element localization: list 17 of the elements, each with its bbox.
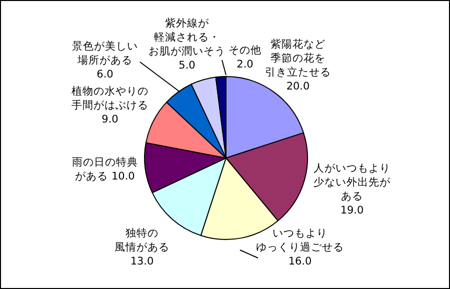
data-label: 9.0 <box>102 114 118 126</box>
slice-label: 雨の日の特典がある 10.0 <box>72 156 138 183</box>
data-label: 19.0 <box>340 204 364 217</box>
data-label: 20.0 <box>286 80 310 93</box>
slice-label: いつもよりゆっくり過ごせる <box>256 228 344 254</box>
slice-label: 植物の水やりの手間がはぶける <box>72 84 148 112</box>
slice-label: その他 <box>228 44 262 57</box>
slice-label: 景色が美しい場所がある <box>72 40 138 67</box>
slice-label: 紫外線が軽減される・お肌が潤いそう <box>148 16 226 58</box>
slice-label: 人がいつもより少ない外出先がある <box>314 162 392 203</box>
slice-label: 紫陽花など季節の花を引き立たせる <box>265 38 331 79</box>
data-label: 6.0 <box>96 68 114 81</box>
data-label: 16.0 <box>288 256 312 268</box>
data-label: 5.0 <box>178 60 196 72</box>
data-label: 2.0 <box>236 58 254 71</box>
data-label: 13.0 <box>130 256 154 268</box>
slice-label: 独特の風情がある <box>114 226 170 254</box>
